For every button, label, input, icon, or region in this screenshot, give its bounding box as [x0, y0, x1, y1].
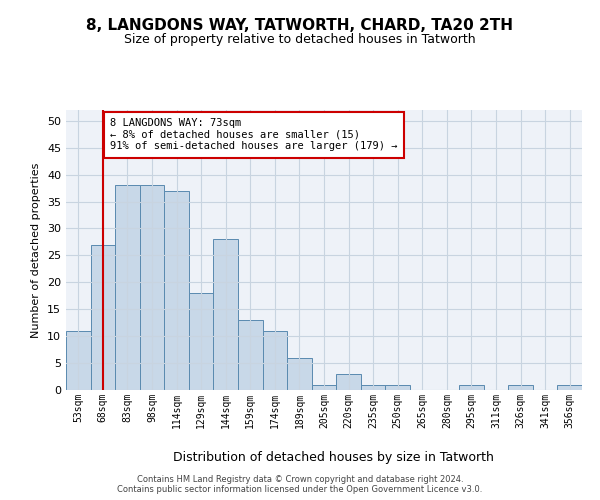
Bar [508, 384, 533, 390]
Text: Size of property relative to detached houses in Tatworth: Size of property relative to detached ho… [124, 32, 476, 46]
Bar [91, 244, 115, 390]
Bar [214, 239, 238, 390]
Bar [312, 384, 336, 390]
Bar [557, 384, 582, 390]
Text: 8, LANGDONS WAY, TATWORTH, CHARD, TA20 2TH: 8, LANGDONS WAY, TATWORTH, CHARD, TA20 2… [86, 18, 514, 32]
Text: Contains HM Land Registry data © Crown copyright and database right 2024.
Contai: Contains HM Land Registry data © Crown c… [118, 474, 482, 494]
Text: 8 LANGDONS WAY: 73sqm
← 8% of detached houses are smaller (15)
91% of semi-detac: 8 LANGDONS WAY: 73sqm ← 8% of detached h… [110, 118, 398, 152]
Bar [385, 384, 410, 390]
Bar [115, 186, 140, 390]
Bar [140, 186, 164, 390]
Bar [459, 384, 484, 390]
Bar [287, 358, 312, 390]
Bar [189, 293, 214, 390]
Bar [164, 191, 189, 390]
Bar [336, 374, 361, 390]
Bar [263, 331, 287, 390]
Text: Distribution of detached houses by size in Tatworth: Distribution of detached houses by size … [173, 451, 493, 464]
Bar [238, 320, 263, 390]
Bar [66, 331, 91, 390]
Y-axis label: Number of detached properties: Number of detached properties [31, 162, 41, 338]
Bar [361, 384, 385, 390]
